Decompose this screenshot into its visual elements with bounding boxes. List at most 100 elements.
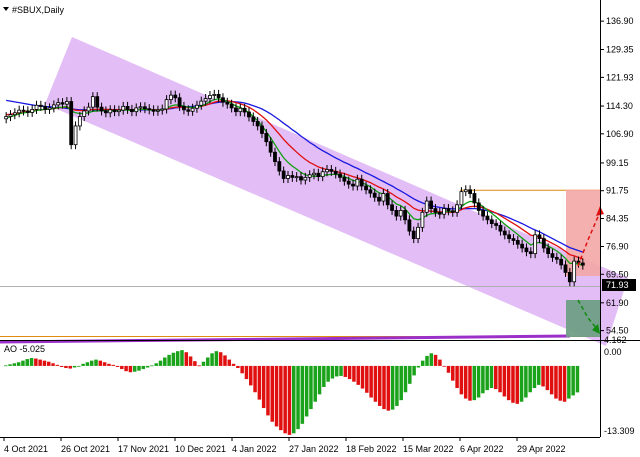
candle-body: [446, 208, 451, 212]
price-axis-label: 106.90: [606, 129, 634, 139]
ao-bar: [451, 365, 455, 381]
candle-body: [468, 189, 473, 194]
time-axis-label: 6 Apr 2022: [460, 444, 504, 454]
arrow-down-head: [592, 324, 600, 334]
current-price-box: [602, 279, 636, 291]
ao-bar: [554, 365, 558, 399]
ao-bar: [261, 365, 266, 409]
candle-body: [268, 141, 273, 153]
candle-body: [385, 193, 390, 206]
ao-bar: [68, 365, 72, 369]
awesome-oscillator-bars: [4, 350, 580, 435]
candle-body: [216, 93, 221, 99]
time-axis-label: 29 Apr 2022: [517, 444, 566, 454]
ao-bar: [72, 365, 77, 368]
candle-body: [520, 243, 525, 249]
candle-body: [455, 204, 459, 213]
price-axis-label: 69.50: [606, 269, 629, 279]
candle-body: [143, 106, 147, 110]
candle-body: [8, 114, 13, 117]
candle-body: [112, 109, 117, 113]
ao-bar: [266, 365, 270, 416]
ao-bar: [537, 365, 541, 385]
candle-body: [411, 230, 416, 239]
price-axis-label: 76.90: [606, 241, 629, 251]
candle-body: [173, 94, 178, 99]
ao-bar: [463, 365, 468, 399]
ao-bar: [352, 365, 356, 382]
candle-body: [242, 107, 247, 113]
candle-body: [533, 234, 538, 255]
price-axis-label: 136.90: [606, 16, 634, 26]
ao-bar: [25, 359, 29, 366]
ao-bar: [81, 363, 85, 366]
candle-body: [541, 238, 546, 249]
ao-bar: [356, 365, 360, 385]
ao-bar: [481, 365, 485, 394]
price-axis-label: 114.30: [606, 101, 633, 111]
candle-body: [212, 93, 217, 96]
ao-bar: [317, 365, 322, 395]
candle-body: [247, 111, 251, 118]
candle-body: [51, 104, 56, 109]
candle-body: [485, 215, 490, 221]
ao-bar: [395, 365, 399, 406]
price-axis-label: 121.93: [606, 72, 634, 82]
candle-body: [368, 189, 373, 194]
ao-bar: [42, 360, 47, 366]
ao-bar: [21, 360, 25, 366]
ao-bar: [528, 365, 532, 393]
candle-body: [303, 176, 308, 181]
candle-body: [394, 210, 399, 217]
ao-bar: [175, 351, 180, 366]
candle-body: [338, 173, 342, 178]
candle-body: [86, 106, 91, 112]
ao-bar: [558, 365, 563, 401]
candle-body: [507, 234, 512, 240]
ao-bar: [459, 365, 464, 395]
candle-body: [264, 133, 269, 143]
ao-bar: [16, 362, 21, 366]
candle-body: [64, 101, 69, 105]
ao-bar: [343, 365, 348, 377]
time-axis-label: 10 Dec 2021: [175, 444, 226, 454]
candle-body: [21, 109, 26, 112]
candle-body: [47, 107, 52, 110]
ao-bar: [300, 365, 305, 424]
ao-bar: [8, 364, 12, 366]
ao-bar: [12, 363, 17, 366]
candle-body: [169, 94, 173, 101]
candle-body: [164, 99, 169, 110]
candle-body: [25, 110, 30, 113]
ao-bar: [567, 365, 571, 399]
candle-body: [398, 210, 403, 217]
ao-bar: [115, 365, 120, 367]
candle-body: [138, 106, 143, 109]
ao-bar: [420, 360, 425, 366]
candle-body: [17, 109, 22, 114]
candle-body: [355, 178, 360, 187]
candle-body: [489, 219, 494, 224]
ao-bar: [304, 365, 309, 417]
ao-bar: [373, 365, 378, 402]
candle-body: [186, 109, 191, 112]
candle-body: [377, 196, 381, 202]
candle-body: [199, 100, 204, 106]
indicator-axis-zero: 0.00: [604, 347, 622, 357]
ao-bar: [524, 365, 528, 398]
candle-body: [325, 169, 329, 173]
ao-bar: [137, 365, 141, 371]
ao-bar: [511, 365, 515, 403]
ao-bar: [369, 365, 373, 398]
arrow-up-line: [577, 211, 601, 267]
candle-body: [329, 169, 334, 172]
time-axis-label: 27 Jan 2022: [289, 444, 339, 454]
candle-body: [559, 258, 564, 266]
ao-bar: [171, 352, 176, 366]
candle-body: [125, 106, 130, 110]
ao-bar: [167, 354, 171, 366]
ao-bar: [494, 365, 498, 390]
ao-bar: [214, 351, 219, 366]
ao-bar: [98, 360, 103, 366]
